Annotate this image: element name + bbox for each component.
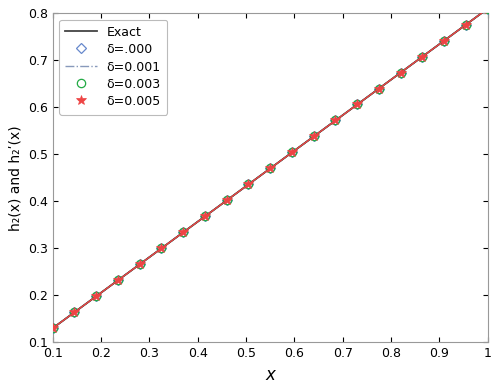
- δ=0.003: [484, 6, 490, 11]
- δ=.000: [224, 198, 230, 203]
- δ=0.003: [354, 102, 360, 107]
- δ=.000: [158, 246, 164, 250]
- δ=0.005: [420, 54, 426, 59]
- δ=0.005: [93, 294, 99, 299]
- δ=0.001: [285, 153, 291, 158]
- δ=0.001: [259, 172, 265, 177]
- δ=.000: [441, 38, 447, 43]
- δ=.000: [72, 310, 78, 314]
- δ=0.003: [289, 150, 295, 155]
- δ=0.005: [441, 38, 447, 43]
- δ=0.003: [93, 294, 99, 299]
- δ=0.005: [72, 310, 78, 314]
- δ=.000: [376, 86, 382, 91]
- Line: Exact: Exact: [53, 9, 488, 328]
- δ=0.003: [180, 230, 186, 235]
- δ=.000: [310, 134, 316, 139]
- δ=0.003: [463, 22, 469, 27]
- δ=.000: [463, 22, 469, 27]
- δ=0.003: [246, 182, 252, 187]
- δ=0.005: [289, 150, 295, 155]
- δ=0.001: [308, 136, 314, 140]
- δ=0.001: [256, 174, 262, 179]
- δ=.000: [180, 230, 186, 235]
- δ=0.005: [158, 246, 164, 250]
- δ=0.003: [376, 86, 382, 91]
- Line: δ=0.005: δ=0.005: [48, 4, 492, 333]
- Exact: [484, 6, 490, 11]
- Exact: [256, 174, 262, 179]
- δ=0.005: [398, 70, 404, 75]
- δ=.000: [332, 118, 338, 123]
- δ=0.003: [267, 166, 273, 171]
- δ=.000: [398, 70, 404, 75]
- δ=.000: [420, 54, 426, 59]
- δ=0.005: [484, 6, 490, 11]
- δ=0.005: [310, 134, 316, 139]
- δ=.000: [246, 182, 252, 187]
- δ=.000: [50, 326, 56, 330]
- δ=0.003: [332, 118, 338, 123]
- Exact: [474, 14, 480, 19]
- δ=0.005: [354, 102, 360, 107]
- δ=0.003: [310, 134, 316, 139]
- δ=.000: [93, 294, 99, 299]
- Exact: [285, 153, 291, 158]
- δ=0.005: [246, 182, 252, 187]
- δ=0.005: [376, 86, 382, 91]
- δ=0.003: [398, 70, 404, 75]
- δ=0.005: [224, 198, 230, 203]
- Exact: [308, 136, 314, 140]
- δ=0.005: [115, 278, 121, 283]
- δ=.000: [484, 6, 490, 11]
- X-axis label: x: x: [266, 366, 275, 384]
- δ=0.005: [136, 262, 142, 267]
- δ=0.001: [406, 64, 412, 69]
- δ=0.005: [332, 118, 338, 123]
- δ=0.003: [158, 246, 164, 250]
- δ=0.005: [463, 22, 469, 27]
- δ=0.005: [50, 326, 56, 330]
- δ=.000: [289, 150, 295, 155]
- δ=0.005: [202, 214, 208, 219]
- δ=.000: [354, 102, 360, 107]
- δ=0.003: [420, 54, 426, 59]
- Exact: [50, 326, 56, 330]
- δ=0.003: [441, 38, 447, 43]
- Line: δ=0.003: δ=0.003: [48, 4, 492, 332]
- Legend: Exact, δ=.000, δ=0.001, δ=0.003, δ=0.005: Exact, δ=.000, δ=0.001, δ=0.003, δ=0.005: [59, 20, 167, 114]
- δ=0.003: [136, 262, 142, 267]
- δ=0.003: [224, 198, 230, 203]
- Line: δ=0.001: δ=0.001: [53, 9, 488, 328]
- δ=0.003: [115, 278, 121, 283]
- δ=0.003: [202, 214, 208, 219]
- δ=.000: [115, 278, 121, 283]
- δ=0.003: [72, 310, 78, 314]
- δ=0.001: [474, 14, 480, 19]
- δ=0.001: [50, 326, 56, 330]
- Y-axis label: h₂(x) and h₂ʹ(x): h₂(x) and h₂ʹ(x): [8, 125, 22, 230]
- δ=.000: [267, 166, 273, 171]
- δ=.000: [136, 262, 142, 267]
- δ=0.005: [180, 230, 186, 235]
- Exact: [406, 64, 412, 69]
- δ=0.003: [50, 326, 56, 330]
- δ=.000: [202, 214, 208, 219]
- Exact: [259, 172, 265, 177]
- δ=0.001: [484, 6, 490, 11]
- δ=0.005: [267, 166, 273, 171]
- Line: δ=.000: δ=.000: [50, 5, 491, 332]
